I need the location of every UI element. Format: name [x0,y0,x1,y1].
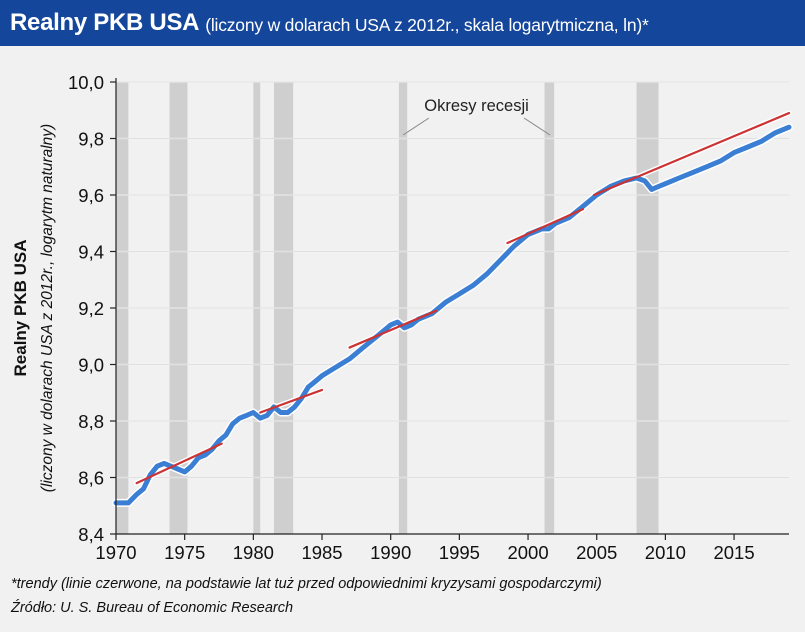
trend-line [135,442,223,485]
x-tick-label: 2000 [507,542,548,563]
y-axis-title: Realny PKB USA [11,240,30,377]
gdp-chart: 8,4 8,6 8,8 9,0 9,2 9,4 9,6 9,8 10,0 1970 1975 1980… [11,72,793,563]
chart-subtitle: (liczony w dolarach USA z 2012r., skala … [205,14,649,35]
trend-line [259,388,324,414]
trend-line [348,309,438,349]
y-tick-label: 9,2 [78,298,104,319]
x-tick-label: 1980 [233,542,274,563]
y-tick-label: 9,4 [78,242,104,263]
y-tick-label: 9,8 [78,129,104,150]
axes: 8,4 8,6 8,8 9,0 9,2 9,4 9,6 9,8 10,0 1970 1975 1980… [68,72,789,563]
x-tick-label: 2015 [713,542,754,563]
x-tick-label: 1995 [439,542,480,563]
y-axis-subtitle: (liczony w dolarach USA z 2012r., logary… [39,124,56,492]
recession-label: Okresy recesji [424,97,529,115]
series-layer [112,111,793,507]
x-tick-label: 2010 [645,542,686,563]
x-tick-label: 1975 [164,542,205,563]
x-tick-label: 2005 [576,542,617,563]
y-tick-label: 8,8 [78,411,104,432]
y-tick-label: 9,6 [78,185,104,206]
grid-lines [116,81,789,479]
series-line [113,124,792,506]
recession-pointer [402,117,430,136]
x-tick-label: 1990 [370,542,411,563]
trend-line [506,208,585,245]
y-tick-label: 8,4 [78,524,104,545]
trend-line [592,111,791,197]
y-tick-label: 10,0 [68,72,104,93]
title-bar: Realny PKB USA (liczony w dolarach USA z… [0,0,805,46]
x-tick-label: 1970 [95,542,136,563]
recession-pointer [523,117,551,136]
y-tick-label: 9,0 [78,355,104,376]
source-note: Źródło: U. S. Bureau of Economic Researc… [11,600,294,616]
chart-title: Realny PKB USA [10,9,200,36]
footnote: *trendy (linie czerwone, na podstawie la… [11,576,602,592]
labels: Realny PKB USA (liczony w dolarach USA z … [11,97,551,492]
x-tick-label: 1985 [301,542,342,563]
y-tick-label: 8,6 [78,468,104,489]
